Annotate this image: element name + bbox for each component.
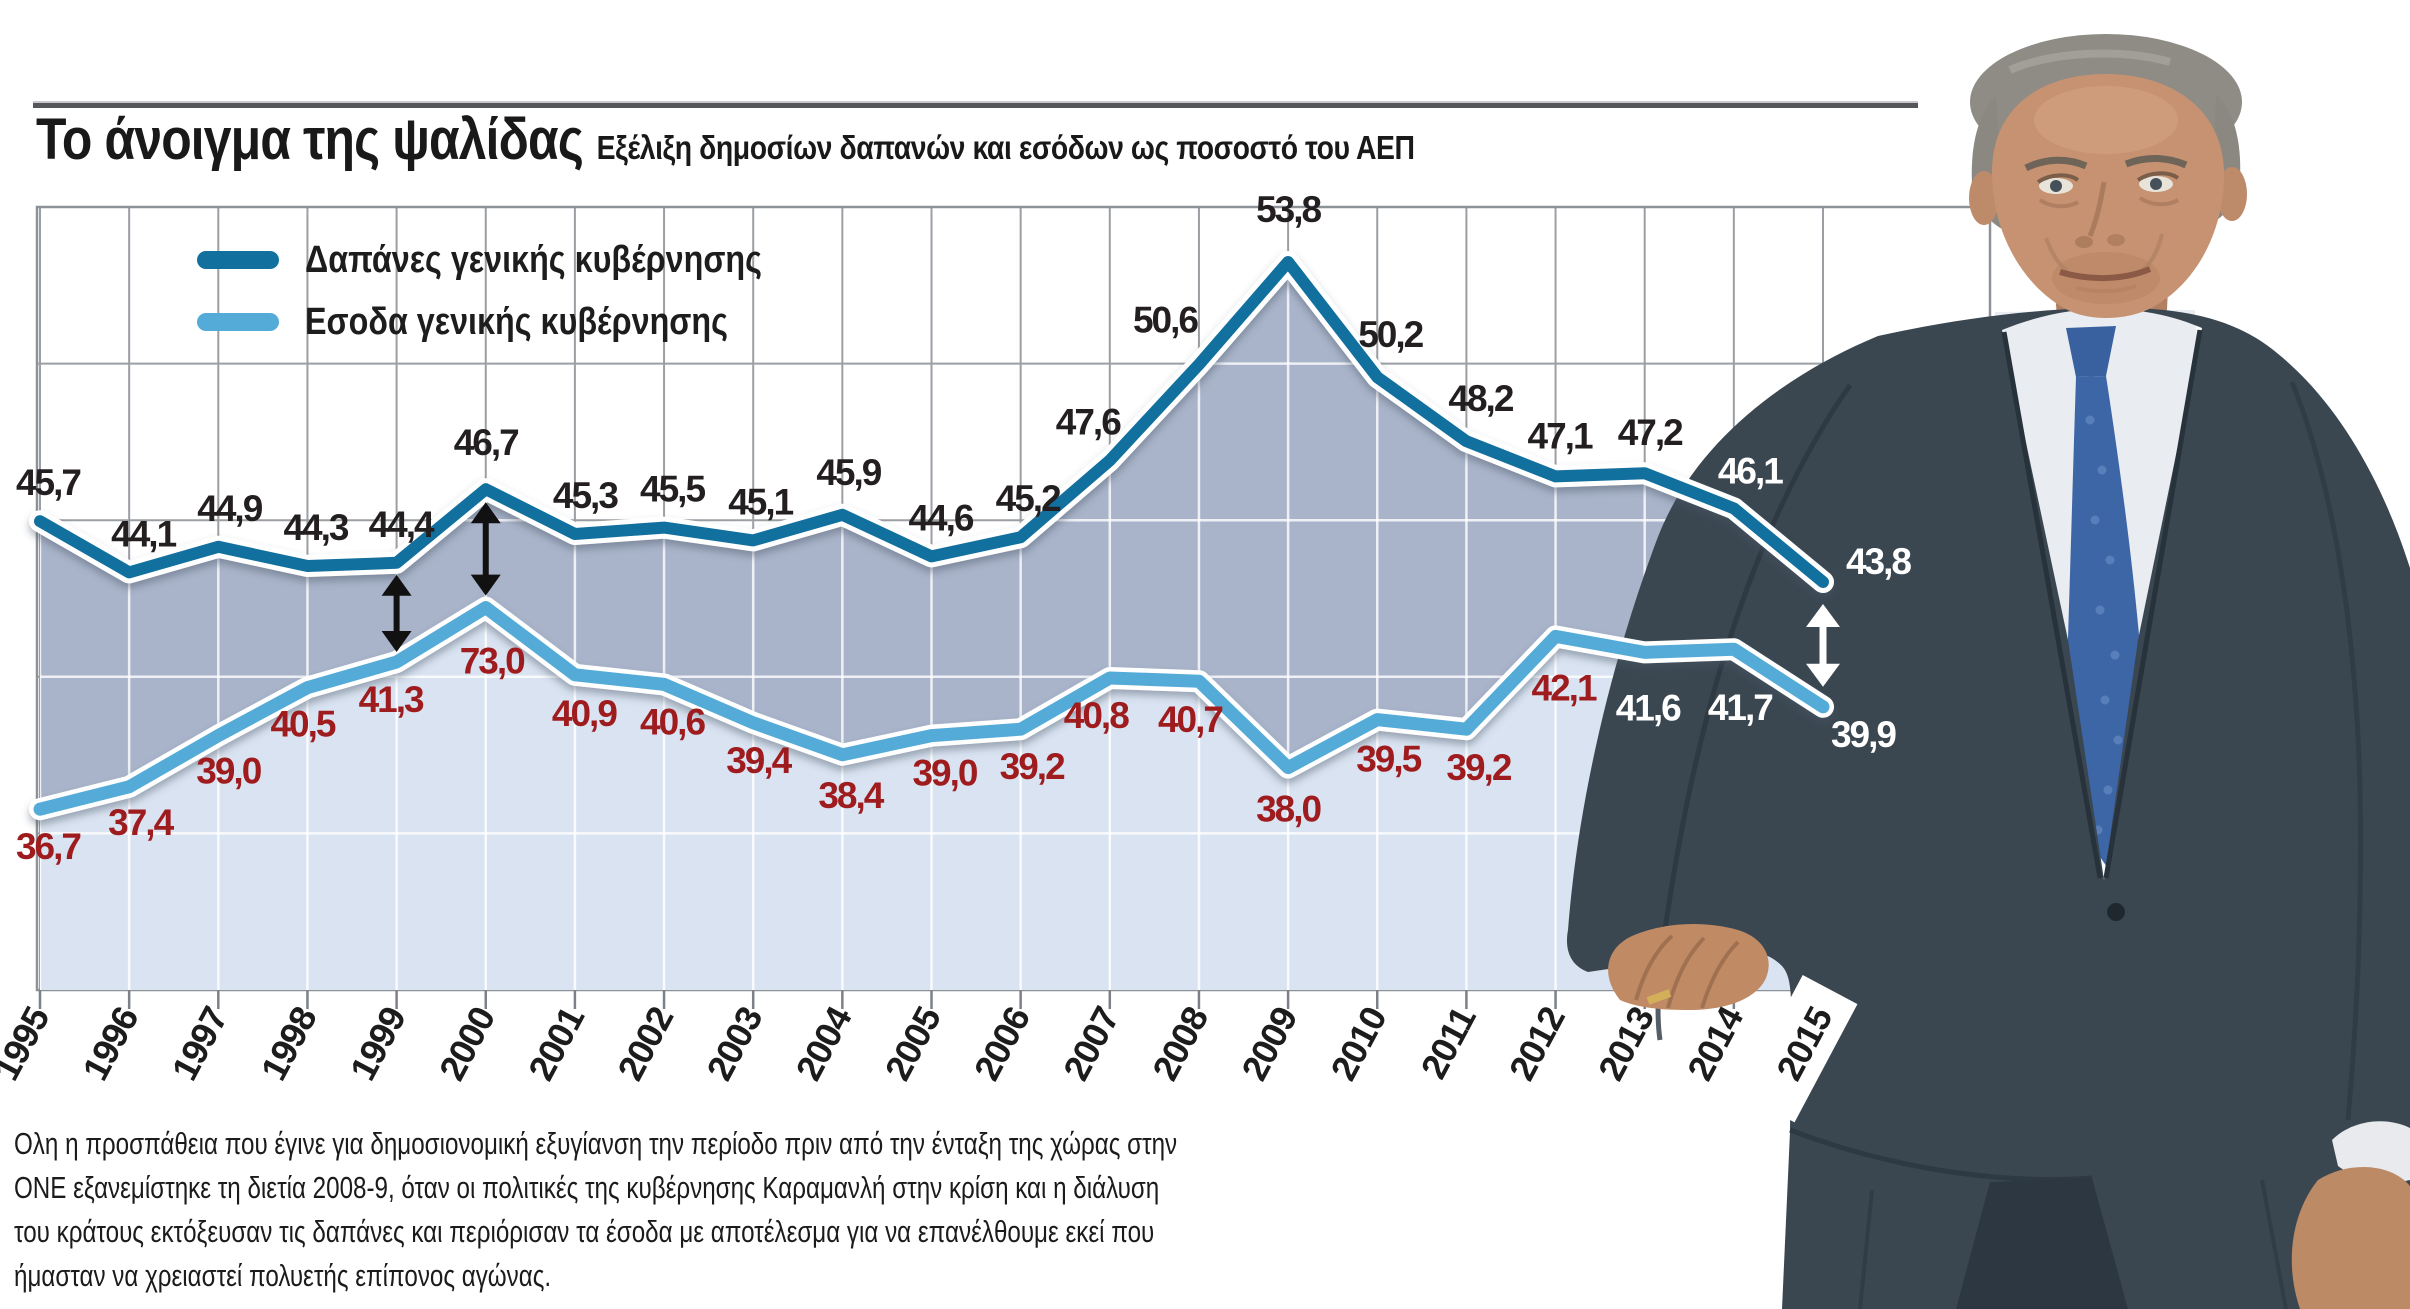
year-label: 2007 [1055, 1001, 1127, 1087]
year-label: 2003 [698, 1001, 770, 1087]
value-label: 39,5 [1356, 739, 1421, 780]
year-label: 2006 [966, 1001, 1038, 1087]
value-label: 39,2 [1000, 746, 1065, 787]
header-rule [33, 101, 1918, 108]
value-label: 47,1 [1528, 415, 1593, 456]
footnote-text: Ολη η προσπάθεια που έγινε για δημοσιονο… [14, 1126, 1178, 1293]
value-label: 44,6 [908, 497, 973, 538]
revenue-value-labels: 36,737,439,040,541,373,040,9 40,639,438,4… [16, 641, 1898, 868]
legend-label-expenses: Δαπάνες γενικής κυβέρνησης [305, 238, 762, 281]
value-label: 47,2 [1618, 412, 1683, 453]
value-label: 39,0 [912, 753, 977, 794]
value-label: 40,6 [640, 701, 705, 742]
gap-arrow-2000 [470, 502, 501, 596]
expenses-line [29, 251, 1834, 593]
x-axis-ticks [38, 990, 1825, 1009]
page-title: Το άνοιγμα της ψαλίδας [36, 107, 584, 172]
legend-item-expenses: Δαπάνες γενικής κυβέρνησης [197, 238, 843, 281]
header: Το άνοιγμα της ψαλίδας Εξέλιξη δημοσίων … [36, 106, 1415, 173]
value-label: 39,0 [196, 751, 261, 792]
value-label: 41,7 [1708, 687, 1772, 728]
value-label: 44,4 [369, 504, 435, 545]
year-label: 2000 [431, 1001, 503, 1087]
value-label: 47,6 [1056, 401, 1121, 442]
value-label: 37,4 [108, 802, 174, 843]
year-label: 2002 [609, 1001, 681, 1087]
value-label: 42,1 [1532, 667, 1597, 708]
year-label: 2009 [1233, 1001, 1305, 1087]
year-label: 1996 [74, 1001, 146, 1087]
value-label: 40,8 [1064, 695, 1129, 736]
expenses-value-labels: 45,7 44,1 44,9 44,3 44,4 46,7 45,3 45,5 45,1 45,9… [16, 189, 1913, 582]
value-label: 38,4 [818, 775, 884, 816]
value-label: 44,9 [197, 488, 262, 529]
value-label: 41,3 [359, 679, 424, 720]
revenue-line [29, 596, 1834, 821]
year-label: 1998 [253, 1001, 325, 1087]
value-label: 50,2 [1358, 314, 1423, 355]
value-label: 48,2 [1448, 378, 1513, 419]
year-label: 2014 [1679, 1000, 1751, 1087]
chart-legend: Δαπάνες γενικής κυβέρνησης Εσοδα γενικής… [197, 238, 843, 364]
value-label: 36,7 [16, 826, 80, 867]
value-label: 38,0 [1256, 789, 1321, 830]
year-2015-badge [1739, 974, 1858, 1123]
value-label: 41,6 [1616, 687, 1681, 728]
revenue-line-swatch [197, 313, 279, 331]
legend-label-revenue: Εσοδα γενικής κυβέρνησης [305, 300, 728, 343]
year-label: 2011 [1412, 1000, 1483, 1086]
value-label: 40,7 [1158, 699, 1222, 740]
year-label: 2004 [787, 1000, 859, 1087]
value-label: 45,9 [816, 452, 881, 493]
photo-kostas-karamanlis [1567, 34, 2410, 1309]
value-label: 73,0 [460, 641, 525, 682]
gap-arrow-2015 [1806, 604, 1840, 687]
legend-item-revenue: Εσοδα γενικής κυβέρνησης [197, 300, 843, 343]
year-label: 2001 [520, 1000, 592, 1087]
value-label: 40,9 [552, 693, 617, 734]
value-label: 45,3 [553, 475, 618, 516]
value-label: 45,1 [728, 481, 793, 522]
year-label: 2010 [1322, 1001, 1394, 1087]
year-label: 2013 [1590, 1001, 1662, 1087]
value-label: 44,1 [111, 513, 176, 554]
value-label: 40,5 [270, 704, 335, 745]
year-label: 1995 [0, 1000, 58, 1087]
value-label: 43,8 [1846, 541, 1911, 582]
year-label: 2008 [1144, 1001, 1216, 1087]
value-label: 45,5 [640, 469, 705, 510]
x-axis-labels: 1995 1996 1997 1998 1999 2000 2001 2002 2003 2004… [0, 974, 1858, 1123]
expenses-line-swatch [197, 251, 279, 269]
value-label: 45,2 [996, 478, 1061, 519]
year-label: 2012 [1501, 1001, 1573, 1087]
page-subtitle: Εξέλιξη δημοσίων δαπανών και εσόδων ως π… [596, 129, 1415, 166]
value-label: 53,8 [1256, 189, 1321, 230]
value-label: 46,7 [454, 422, 518, 463]
value-label: 39,9 [1831, 714, 1896, 755]
value-label: 39,2 [1446, 747, 1511, 788]
value-label: 45,7 [16, 462, 80, 503]
value-label: 44,3 [283, 507, 348, 548]
value-label: 46,1 [1718, 450, 1783, 491]
year-label: 1997 [163, 1001, 235, 1087]
year-label: 2005 [877, 1000, 949, 1087]
value-label: 50,6 [1133, 299, 1198, 340]
year-label: 1999 [342, 1001, 414, 1087]
gap-arrow-1999 [381, 574, 412, 652]
value-label: 39,4 [726, 740, 792, 781]
